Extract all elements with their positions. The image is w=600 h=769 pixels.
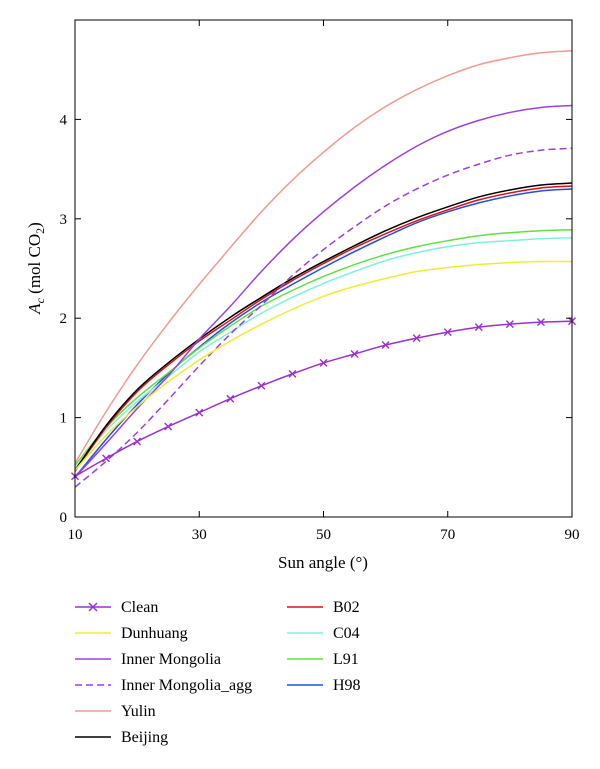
legend-label: H98	[333, 677, 361, 694]
data-point-clean	[257, 381, 266, 390]
legend-label: Yulin	[121, 703, 156, 720]
data-point-clean	[505, 320, 514, 329]
legend-item-yulin: Yulin	[75, 703, 156, 720]
data-point-clean	[195, 408, 204, 417]
series-line-inner-mongolia-agg	[74, 147, 573, 488]
y-axis-title: Ac (mol CO2)	[25, 222, 47, 315]
series-line-beijing	[74, 182, 573, 471]
data-point-clean	[226, 394, 235, 403]
y-axis-title-sub: c	[33, 297, 47, 303]
plot-frame	[74, 19, 573, 518]
legend-label: B02	[333, 599, 360, 616]
data-point-clean	[288, 369, 297, 378]
data-point-clean	[350, 349, 359, 358]
data-point-clean	[102, 454, 111, 463]
legend-item-inner-mongolia-agg: Inner Mongolia_agg	[75, 677, 252, 694]
data-point-clean	[474, 323, 483, 332]
y-tick-label: 4	[60, 112, 68, 128]
series-line-h98	[74, 188, 573, 478]
series-line-b02	[74, 185, 573, 472]
legend-label: L91	[333, 651, 359, 668]
y-axis-title-unit: (mol CO	[25, 234, 44, 298]
x-tick-label: 50	[316, 527, 331, 543]
legend-item-l91: L91	[287, 651, 359, 668]
series-line-dunhuang	[74, 260, 573, 471]
legend-label: Inner Mongolia	[121, 651, 221, 668]
y-tick-label: 1	[60, 411, 68, 427]
legend-label: Dunhuang	[121, 625, 188, 642]
legend-label: Inner Mongolia_agg	[121, 677, 252, 694]
legend-item-h98: H98	[287, 677, 361, 694]
data-point-clean	[164, 422, 173, 431]
legend-item-clean: Clean	[75, 599, 158, 616]
data-point-clean	[319, 358, 328, 367]
y-axis-title-unit-sub: 2	[33, 228, 47, 234]
series-line-l91	[74, 228, 573, 466]
x-tick-label: 10	[68, 527, 83, 543]
y-tick-label: 2	[60, 311, 68, 327]
legend: Clean Dunhuang Inner Mongolia Inner Mongoli…	[75, 599, 361, 746]
x-tick-label: 90	[565, 527, 580, 543]
data-point-clean	[133, 437, 142, 446]
legend-item-b02: B02	[287, 599, 360, 616]
legend-item-dunhuang: Dunhuang	[75, 625, 188, 642]
y-axis-title-unit-close: )	[25, 222, 44, 228]
series-line-clean	[74, 320, 573, 477]
x-tick-label: 30	[192, 527, 207, 543]
data-point-clean	[381, 341, 390, 350]
y-axis-title-main: A	[25, 303, 44, 315]
ticks-layer: 10 30 50 70 90 0 1 2 3 4	[60, 20, 580, 543]
data-point-clean	[412, 334, 421, 343]
y-tick-label: 0	[60, 510, 68, 526]
data-point-clean	[536, 318, 545, 327]
legend-label: Clean	[121, 599, 158, 616]
y-tick-label: 3	[60, 212, 68, 228]
series-line-inner-mongolia	[74, 104, 573, 478]
legend-item-beijing: Beijing	[75, 729, 168, 746]
legend-label: C04	[333, 625, 360, 642]
legend-item-c04: C04	[287, 625, 360, 642]
legend-marker	[88, 602, 98, 612]
x-tick-label: 70	[440, 527, 455, 543]
series-line-yulin	[74, 50, 573, 464]
legend-label: Beijing	[121, 729, 168, 746]
series-layer	[71, 50, 576, 488]
x-axis-title: Sun angle (°)	[278, 553, 368, 572]
series-line-c04	[74, 236, 573, 469]
legend-item-inner-mongolia: Inner Mongolia	[75, 651, 221, 668]
data-point-clean	[443, 328, 452, 337]
